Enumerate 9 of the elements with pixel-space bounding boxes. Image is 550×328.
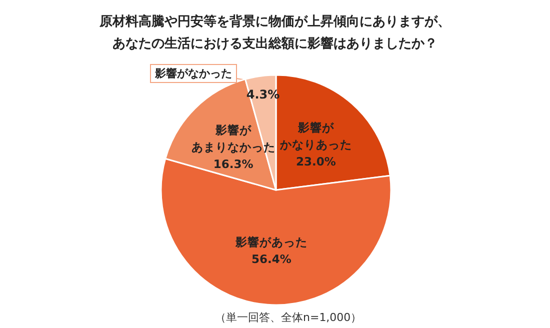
slice-label: 影響があまりなかった bbox=[191, 123, 276, 154]
text: （単一回答、全体n=1,000） bbox=[215, 311, 362, 324]
slice-label: 影響がなかった bbox=[154, 67, 232, 80]
data-label: 56.4% bbox=[251, 252, 292, 266]
slice-label: 影響があった bbox=[234, 234, 308, 249]
data-label: 23.0% bbox=[296, 154, 336, 169]
data-label: 16.3% bbox=[213, 157, 254, 172]
chart-title: 原材料高騰や円安等を背景に物価が上昇傾向にありますが、あなたの生活における支出総額に影響はありましたか？ bbox=[98, 14, 450, 52]
slice-label: 影響がかなりあった bbox=[279, 120, 352, 152]
